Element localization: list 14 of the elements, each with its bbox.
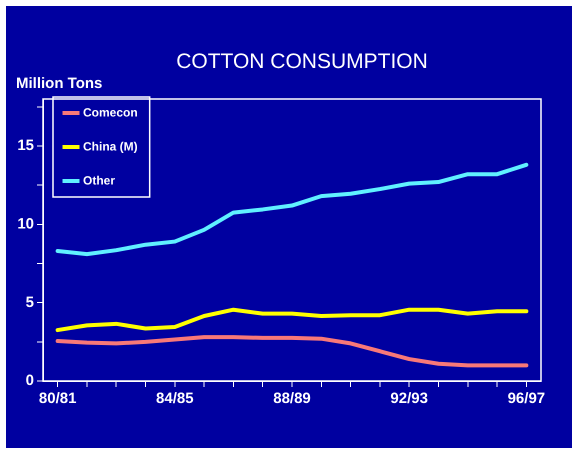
legend-label: China (M) xyxy=(83,139,138,154)
y-tick-label: 10 xyxy=(17,215,34,232)
legend-label: Other xyxy=(83,173,116,188)
y-tick-label: 15 xyxy=(17,137,34,154)
legend-label: Comecon xyxy=(83,105,138,120)
y-axis-title: Million Tons xyxy=(16,75,102,92)
x-tick-label: 96/97 xyxy=(508,390,546,408)
x-tick-label: 92/93 xyxy=(390,390,428,408)
y-tick-label: 0 xyxy=(26,372,34,390)
x-tick-label: 80/81 xyxy=(38,390,76,408)
x-tick-label: 84/85 xyxy=(156,390,194,408)
y-tick-label: 5 xyxy=(26,294,34,311)
chart-title: COTTON CONSUMPTION xyxy=(176,50,428,73)
x-tick-label: 88/89 xyxy=(273,390,311,408)
